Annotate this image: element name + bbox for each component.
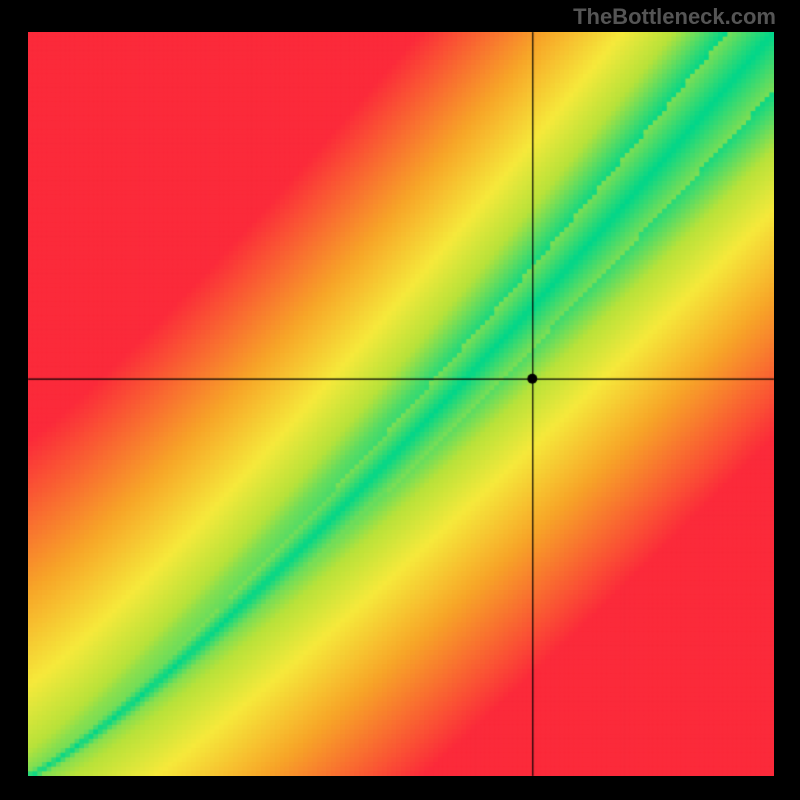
- chart-container: TheBottleneck.com: [0, 0, 800, 800]
- watermark-text: TheBottleneck.com: [573, 4, 776, 30]
- crosshair-overlay: [0, 0, 800, 800]
